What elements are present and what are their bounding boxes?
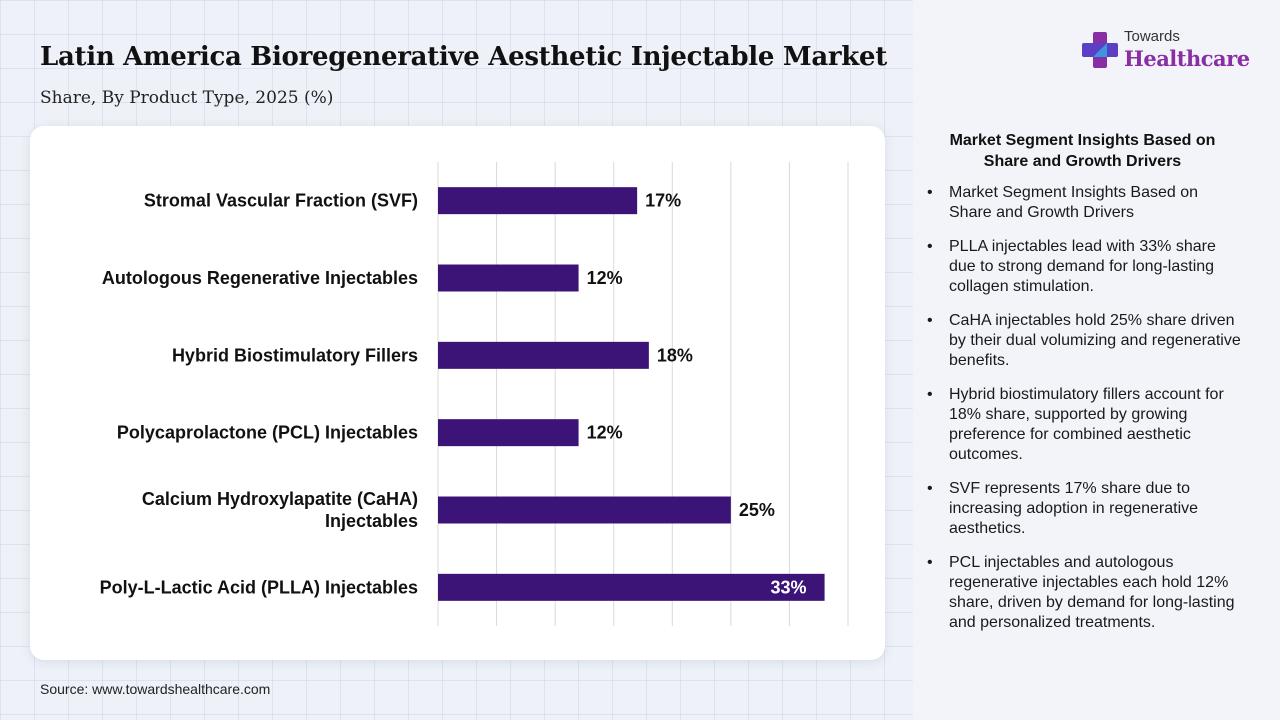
category-label-line: Calcium Hydroxylapatite (CaHA) — [142, 489, 418, 509]
category-label: Stromal Vascular Fraction (SVF) — [144, 191, 418, 211]
category-label-line: Autologous Regenerative Injectables — [102, 268, 418, 288]
category-label: Poly-L-Lactic Acid (PLLA) Injectables — [100, 577, 418, 597]
bar — [438, 573, 825, 601]
bar — [438, 341, 649, 369]
insight-item: Market Segment Insights Based on Share a… — [924, 183, 1244, 223]
data-label: 18% — [657, 345, 693, 365]
insight-item: SVF represents 17% share due to increasi… — [924, 479, 1244, 539]
category-label-line: Poly-L-Lactic Acid (PLLA) Injectables — [100, 577, 418, 597]
bar — [438, 419, 579, 447]
insight-item: CaHA injectables hold 25% share driven b… — [924, 311, 1244, 371]
insight-item: PLLA injectables lead with 33% share due… — [924, 237, 1244, 297]
brand-logo: Towards Healthcare — [1080, 26, 1260, 82]
insights-list: Market Segment Insights Based on Share a… — [924, 183, 1244, 647]
bar-chart: Stromal Vascular Fraction (SVF) 17% Autolo… — [100, 162, 849, 626]
category-label-line: Stromal Vascular Fraction (SVF) — [144, 191, 418, 211]
data-label: 12% — [587, 268, 623, 288]
page-title: Latin America Bioregenerative Aesthetic … — [40, 42, 887, 72]
source-note: Source: www.towardshealthcare.com — [40, 681, 271, 697]
bar — [438, 496, 731, 524]
category-label: Polycaprolactone (PCL) Injectables — [117, 423, 418, 443]
data-label: 12% — [587, 423, 623, 443]
category-label: Calcium Hydroxylapatite (CaHA) Injectable… — [142, 489, 418, 531]
insight-item: PCL injectables and autologous regenerat… — [924, 553, 1244, 633]
logo-text-top: Towards — [1124, 28, 1180, 45]
data-label: 33% — [771, 577, 807, 597]
category-label-line: Polycaprolactone (PCL) Injectables — [117, 423, 418, 443]
data-label: 17% — [645, 191, 681, 211]
category-label: Autologous Regenerative Injectables — [102, 268, 418, 288]
category-label: Hybrid Biostimulatory Fillers — [172, 345, 418, 365]
category-label-line: Injectables — [325, 511, 418, 531]
category-label-line: Hybrid Biostimulatory Fillers — [172, 345, 418, 365]
page-subtitle: Share, By Product Type, 2025 (%) — [40, 88, 334, 108]
data-label: 25% — [739, 500, 775, 520]
insight-item: Hybrid biostimulatory fillers account fo… — [924, 385, 1244, 465]
bar — [438, 264, 579, 292]
insights-title: Market Segment Insights Based on Share a… — [949, 132, 1216, 170]
cross-plus-icon — [1082, 32, 1118, 68]
chart-card: Stromal Vascular Fraction (SVF) 17% Autolo… — [30, 126, 885, 660]
bar — [438, 187, 638, 215]
logo-text-main: Healthcare — [1124, 46, 1250, 71]
